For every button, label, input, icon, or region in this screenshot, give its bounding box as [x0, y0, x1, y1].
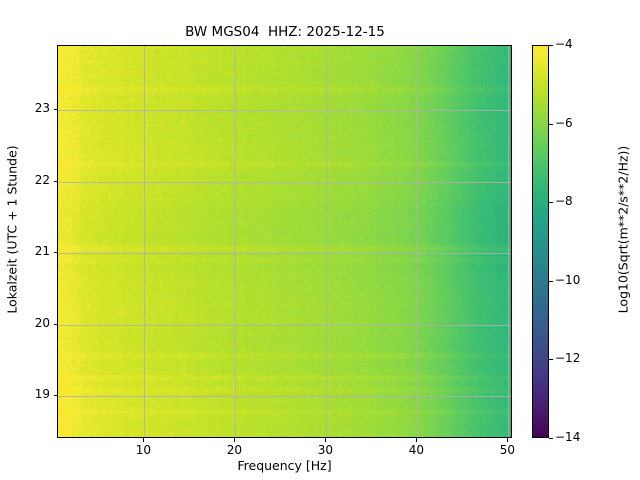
- x-tick-label-50: 50: [499, 443, 516, 457]
- colorbar-tick-label-3: −10: [555, 272, 581, 287]
- colorbar-tick-mark-3: [549, 280, 553, 282]
- colorbar-tick-mark-5: [549, 438, 553, 439]
- y-tick-label-22: 22: [34, 172, 50, 187]
- x-tick-label-40: 40: [408, 443, 425, 457]
- x-axis-label: Frequency [Hz]: [237, 458, 332, 473]
- colorbar-label: Log10(Sqrt(m**2/s**2/Hz)): [615, 145, 631, 314]
- page-title: BW MGS04 HHZ: 2025-12-15: [185, 24, 385, 40]
- colorbar-tick-label-2: −8: [555, 194, 573, 209]
- y-tick-label-21: 21: [34, 244, 50, 259]
- x-tick-label-10: 10: [135, 443, 152, 457]
- colorbar-tick-mark-0: [549, 45, 553, 46]
- y-tick-mark-20: [53, 323, 57, 325]
- x-tick-mark-50: [507, 438, 509, 442]
- colorbar-tick-mark-4: [549, 359, 553, 361]
- x-tick-label-30: 30: [317, 443, 334, 457]
- colorbar[interactable]: [532, 45, 549, 438]
- x-tick-mark-20: [234, 438, 236, 442]
- colorbar-tick-mark-2: [549, 202, 553, 204]
- y-tick-mark-19: [53, 395, 57, 397]
- x-tick-mark-10: [143, 438, 145, 442]
- colorbar-tick-label-5: −14: [555, 430, 581, 444]
- y-tick-mark-21: [53, 252, 57, 254]
- y-axis-label: Lokalzeit (UTC + 1 Stunde): [4, 145, 20, 314]
- y-tick-label-19: 19: [34, 387, 50, 402]
- colorbar-tick-label-0: −4: [555, 37, 573, 51]
- y-tick-mark-23: [53, 109, 57, 111]
- x-tick-label-20: 20: [226, 443, 243, 457]
- y-tick-label-23: 23: [34, 101, 50, 116]
- x-tick-mark-40: [416, 438, 418, 442]
- y-tick-mark-22: [53, 180, 57, 182]
- colorbar-gradient: [533, 46, 548, 437]
- x-tick-mark-30: [325, 438, 327, 442]
- colorbar-tick-label-4: −12: [555, 351, 581, 366]
- y-tick-label-20: 20: [34, 315, 50, 330]
- spectrogram-axes[interactable]: [57, 45, 512, 438]
- colorbar-tick-mark-1: [549, 123, 553, 125]
- spectrogram-image: [58, 46, 511, 437]
- colorbar-tick-label-1: −6: [555, 115, 573, 130]
